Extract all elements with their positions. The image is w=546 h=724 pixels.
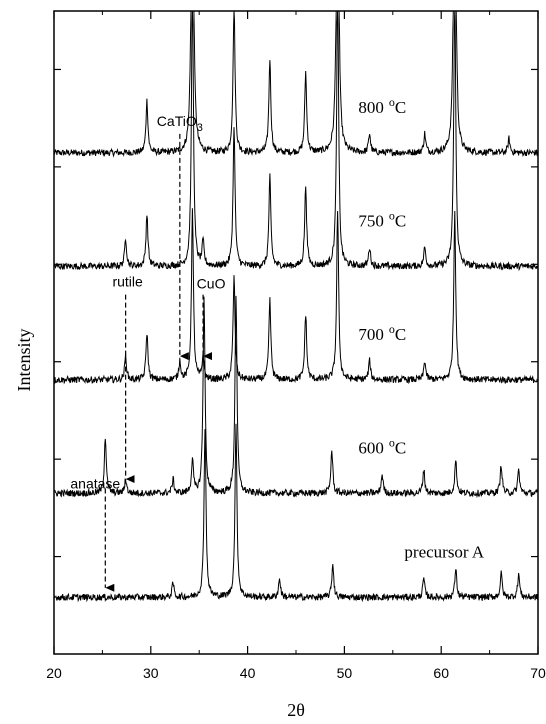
x-tick-label-0: 20 (46, 665, 62, 681)
series-line-1 (53, 10, 539, 272)
series-label-1: 750 oC (358, 209, 406, 231)
series-label-unit: C (395, 212, 406, 231)
series-line-3 (53, 295, 539, 499)
series-label-4: precursor A (404, 543, 485, 562)
series-label-sup: o (389, 209, 395, 223)
series-line-0 (53, 10, 539, 158)
series-line-4 (53, 423, 539, 603)
x-tick-label-2: 40 (240, 665, 256, 681)
series-line-2 (53, 208, 539, 385)
annotation-label-1: rutile (112, 274, 143, 290)
series-label-sup: o (389, 436, 395, 450)
series-label-unit: C (395, 439, 406, 458)
series-label-2: 700 oC (358, 322, 406, 344)
annotation-label-sub: 3 (197, 122, 203, 134)
series-layer: 800 oC 750 oC 700 oC 600 oC precursor A (53, 10, 539, 603)
x-tick-label-5: 70 (530, 665, 546, 681)
series-label-unit: C (395, 98, 406, 117)
annotation-label-3: anatase (70, 476, 120, 492)
annotation-layer: CaTiO3 rutile CuO anatase (70, 113, 226, 592)
annotation-label-2: CuO (197, 276, 226, 292)
series-label-0: 800 oC (358, 95, 406, 117)
series-label-3: 600 oC (358, 436, 406, 458)
annotation-label-0: CaTiO3 (157, 113, 203, 134)
series-label-sup: o (389, 322, 395, 336)
x-tick-label-3: 50 (337, 665, 353, 681)
y-axis-title: Intensity (14, 329, 34, 392)
x-tick-label-1: 30 (143, 665, 159, 681)
x-tick-label-4: 60 (433, 665, 449, 681)
series-label-sup: o (389, 95, 395, 109)
x-axis-title: 2θ (287, 700, 305, 720)
tick-layer: 20 30 40 50 60 70 (46, 11, 546, 681)
series-label-unit: C (395, 325, 406, 344)
